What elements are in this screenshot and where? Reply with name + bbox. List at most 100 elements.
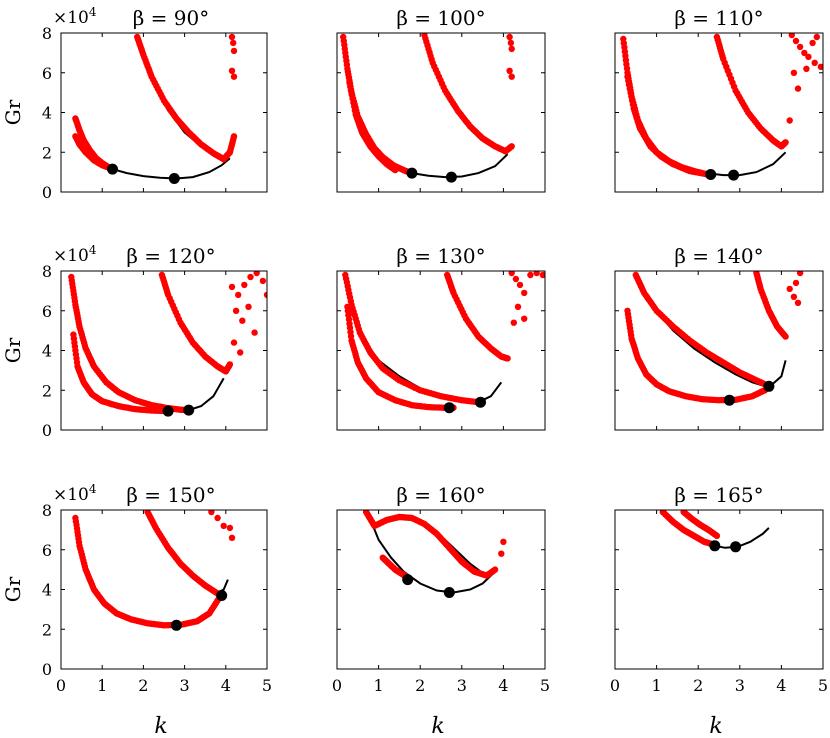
curve-black-lower (367, 513, 494, 594)
point-red-branch-edge (792, 37, 800, 45)
critical-point-marker (402, 574, 414, 586)
critical-point-marker (107, 163, 118, 175)
y-exponent-label: ×104 (53, 5, 97, 28)
panel-title: β = 165° (674, 483, 763, 507)
point-red-branch-edge (794, 85, 802, 92)
y-tick-label: 6 (42, 64, 52, 83)
axes-box (614, 32, 824, 193)
point-red-branch-edge (508, 45, 515, 53)
point-red-branch-upper (226, 361, 234, 368)
point-red-branch-edge (792, 279, 800, 287)
curve-black-lower (714, 527, 770, 549)
y-tick-label: 2 (42, 381, 52, 400)
y-tick-label: 4 (42, 581, 52, 600)
point-red-branch-edge (220, 522, 227, 530)
x-tick-label: 0 (332, 676, 342, 695)
x-tick-label: 5 (818, 676, 828, 695)
y-tick-label: 8 (42, 262, 52, 281)
point-red-branch-edge (237, 349, 244, 356)
critical-point-marker (183, 404, 195, 416)
curve-black-upper (154, 525, 229, 595)
point-red-branch-edge (510, 319, 517, 326)
point-red-branch-edge (259, 277, 267, 285)
panel-title: β = 130° (396, 244, 485, 268)
y-exponent-label: ×104 (53, 482, 97, 505)
y-tick-label: 8 (42, 501, 52, 520)
point-red-branch-edge (507, 39, 515, 47)
panel-8: 0 1 2 3 4 5 β = 160° k (332, 483, 550, 738)
point-red-branch-edge (811, 59, 818, 66)
panel-3: β = 110° (614, 6, 824, 193)
point-red-edge (498, 550, 505, 557)
critical-point-marker (728, 169, 740, 181)
point-red-branch-lower-2 (392, 166, 399, 174)
point-red-branch-upper (230, 133, 238, 140)
point-red-branch-upper (713, 532, 721, 539)
x-tick-label: 3 (735, 676, 745, 695)
x-tick-label: 5 (262, 676, 272, 695)
critical-point-marker (709, 540, 721, 552)
point-red-branch-edge (235, 291, 242, 299)
critical-point-marker (443, 587, 455, 598)
x-tick-label: 1 (374, 676, 384, 695)
y-axis-label: Gr (1, 337, 25, 363)
panel-title: β = 90° (133, 6, 209, 30)
point-red-branch-edge (796, 43, 804, 51)
critical-point-marker (763, 380, 775, 392)
point-red-branch-edge (239, 317, 246, 324)
y-tick-label: 6 (42, 302, 52, 321)
y-axis-label: Gr (1, 99, 25, 125)
point-red-branch-edge (527, 271, 534, 279)
point-red-branch-upper (782, 333, 789, 340)
x-tick-label: 4 (221, 676, 231, 695)
point-red-branch-edge (796, 271, 804, 277)
panel-6: β = 140° (614, 244, 824, 431)
point-red-branch-edge (263, 291, 267, 299)
point-red-branch-edge (230, 73, 238, 80)
point-red-branch-edge (539, 271, 545, 279)
point-red-edge (500, 538, 507, 545)
x-tick-label: 2 (693, 676, 703, 695)
point-red-branch-edge (230, 39, 237, 47)
panel-2: β = 100° (336, 6, 546, 193)
point-red-branch-edge (230, 339, 238, 346)
curve-black-neutral (344, 42, 509, 179)
point-red-branch-upper (504, 355, 511, 362)
point-red-branch-edge (228, 283, 236, 291)
plot-area (72, 33, 238, 184)
point-red-branch-edge (514, 303, 522, 310)
curve-black-upper (142, 52, 229, 161)
point-red-branch-edge (790, 293, 798, 300)
point-red-branch-edge (208, 510, 215, 516)
x-tick-label: 4 (776, 676, 786, 695)
x-tick-label: 5 (540, 676, 550, 695)
point-red-branch-edge (508, 271, 515, 277)
point-red-branch-edge (817, 63, 823, 70)
y-exponent-label: ×104 (53, 243, 97, 266)
y-tick-label: 0 (42, 183, 52, 202)
point-red-branch-upper (508, 143, 515, 150)
point-red-branch-edge (521, 289, 528, 297)
panel-title: β = 120° (126, 244, 215, 268)
panel-title: β = 150° (126, 483, 215, 507)
x-axis-label: k (709, 714, 722, 738)
point-red-branch-edge (516, 281, 524, 289)
y-tick-label: 4 (42, 342, 52, 361)
point-red-branch-edge (228, 67, 236, 75)
critical-point-marker (475, 396, 486, 408)
point-red-branch-edge (228, 33, 236, 41)
point-red-branch-edge (251, 329, 258, 336)
x-tick-label: 2 (138, 676, 148, 695)
critical-point-marker (216, 590, 228, 601)
point-red-branch-edge (253, 271, 260, 277)
curve-black-neutral (624, 52, 787, 177)
plot-area (624, 271, 804, 406)
x-tick-label: 2 (415, 676, 425, 695)
critical-point-marker (170, 619, 182, 631)
point-red-branch-edge (809, 39, 816, 47)
plot-area (342, 271, 545, 414)
axes-box (336, 32, 546, 193)
y-axis-label: Gr (1, 576, 25, 602)
point-red-branch-upper (782, 139, 789, 146)
point-red-branch-edge (813, 33, 820, 41)
